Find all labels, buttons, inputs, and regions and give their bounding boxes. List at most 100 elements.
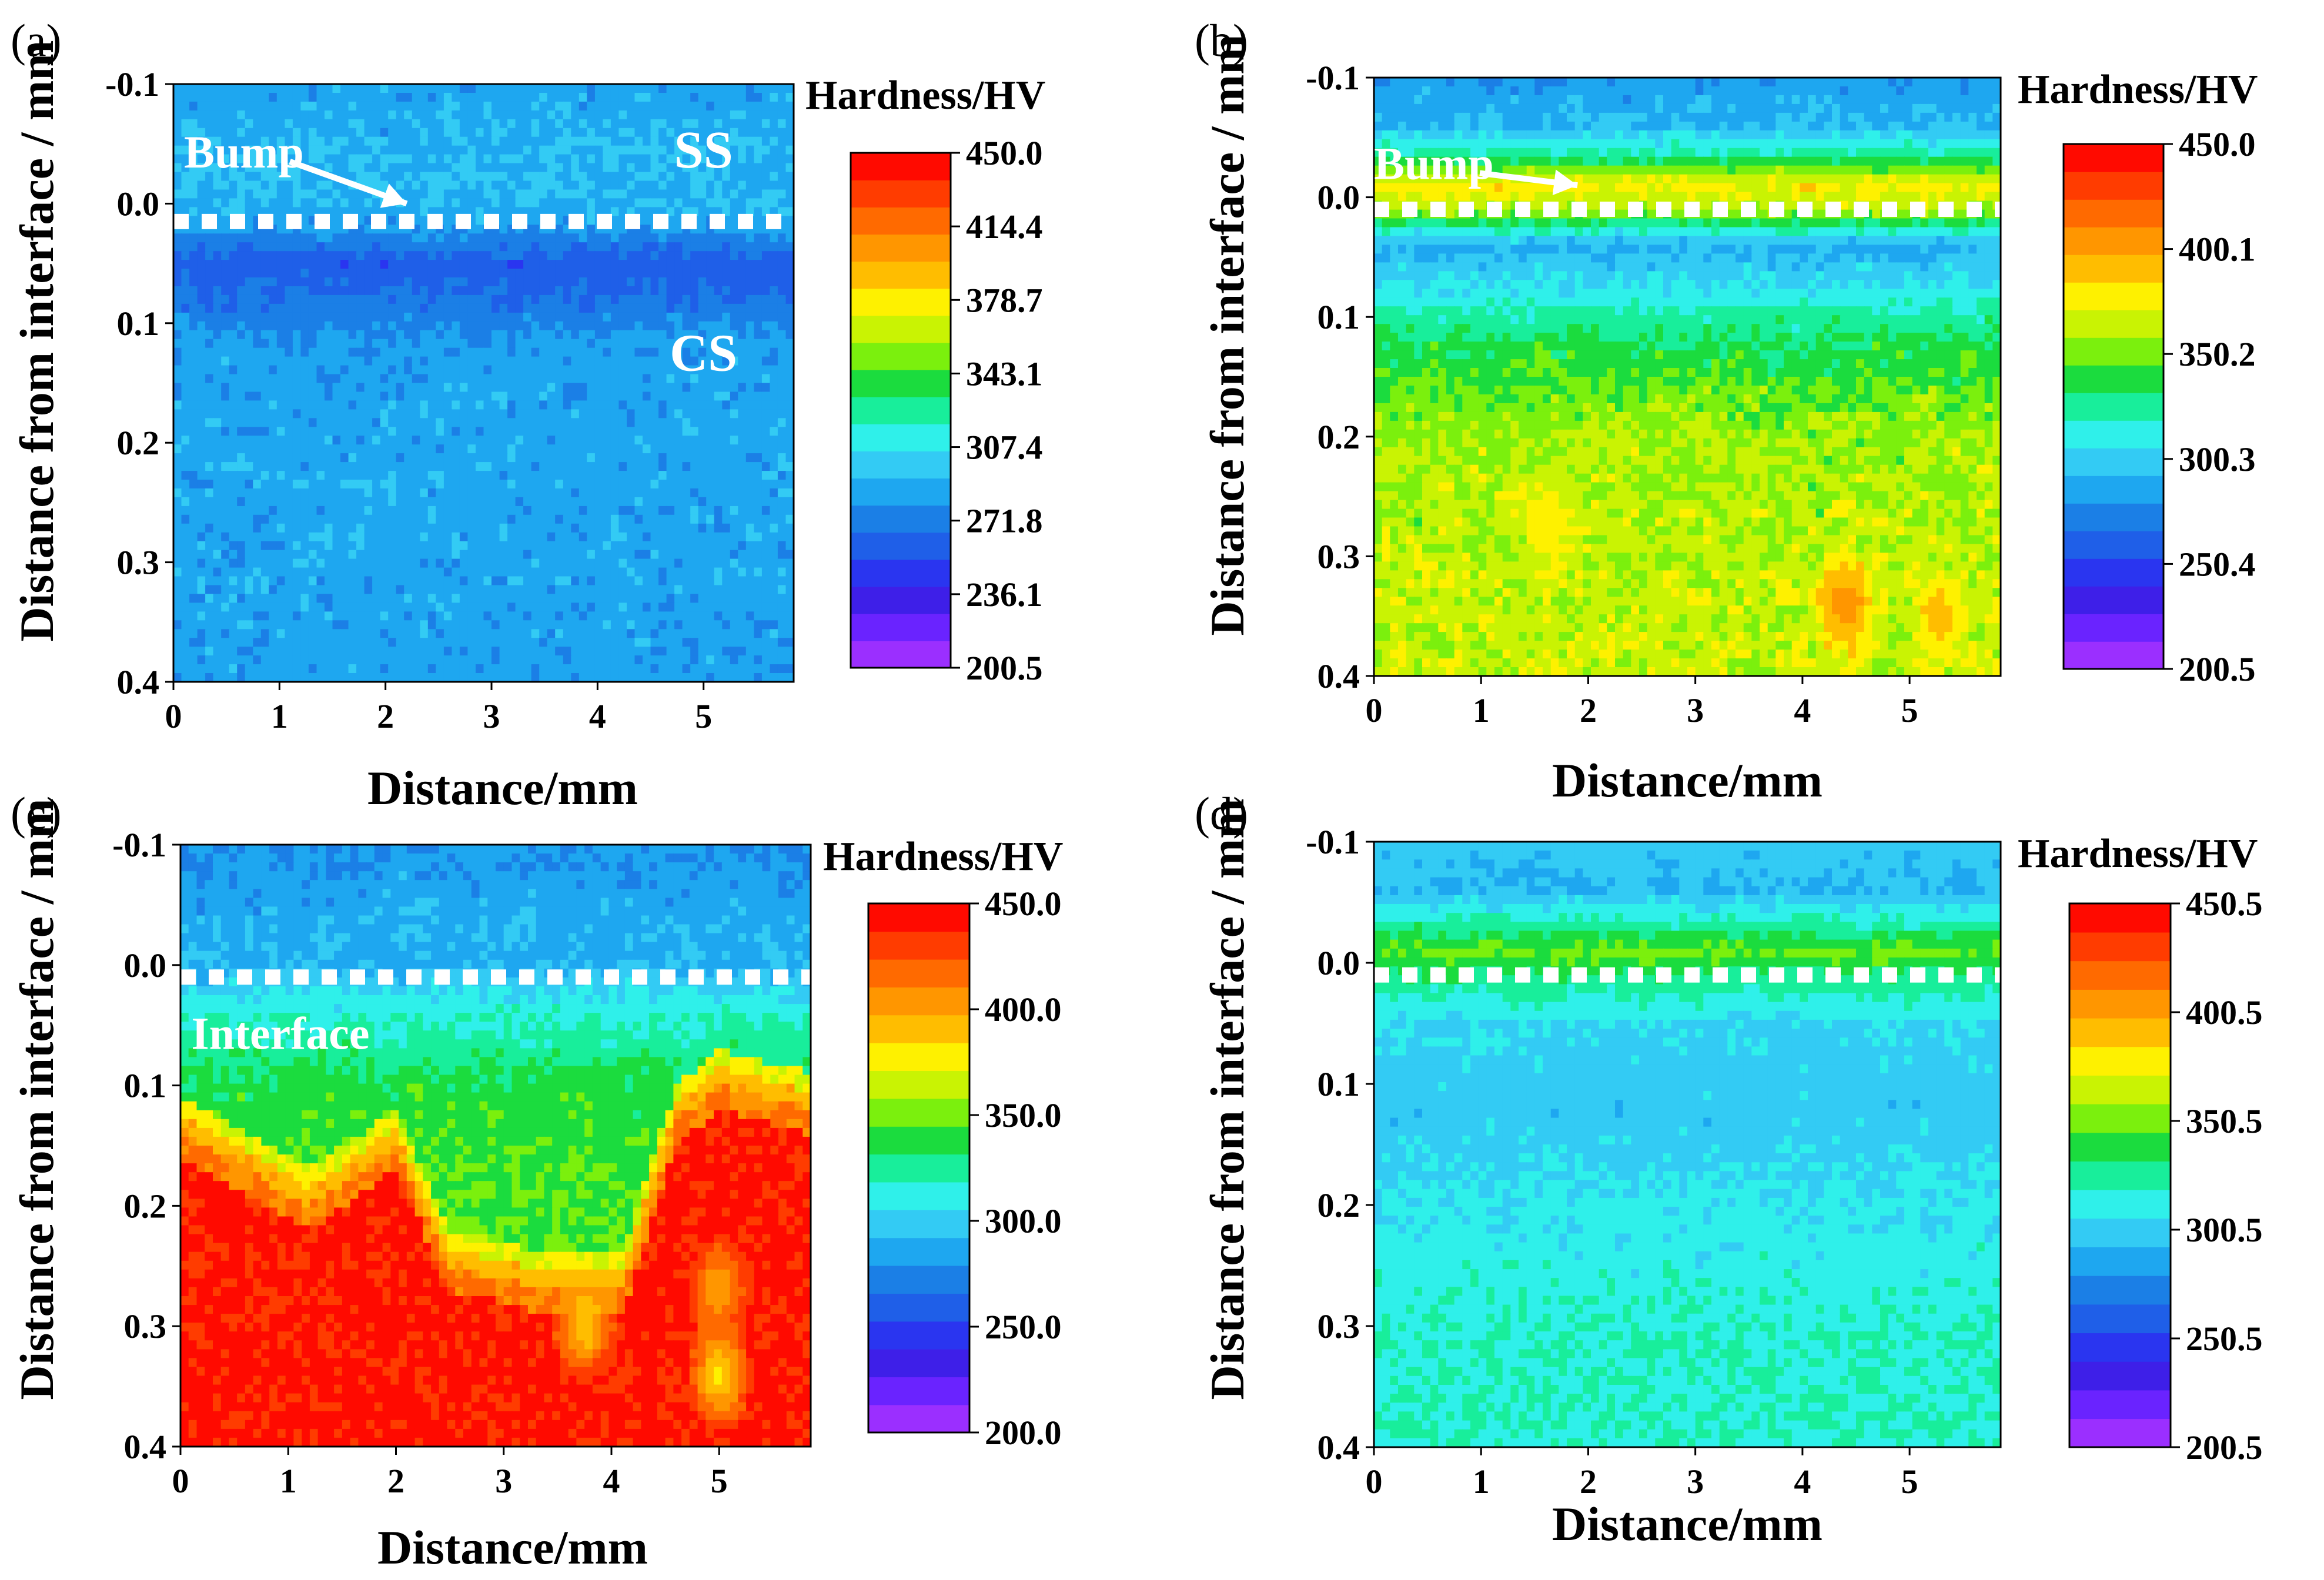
- contour-cell: [229, 383, 238, 393]
- contour-cell: [189, 312, 198, 322]
- contour-cell: [452, 602, 460, 612]
- contour-cell: [253, 321, 262, 331]
- contour-cell: [348, 523, 357, 533]
- contour-cell: [627, 602, 636, 612]
- contour-cell: [666, 128, 675, 138]
- contour-cell: [340, 532, 349, 542]
- contour-cell: [571, 119, 580, 129]
- contour-cell: [443, 260, 453, 269]
- contour-cell: [690, 172, 699, 182]
- contour-cell: [587, 400, 596, 410]
- contour-cell: [476, 189, 484, 199]
- contour-cell: [237, 365, 246, 375]
- contour-cell: [452, 480, 460, 489]
- contour-cell: [372, 294, 381, 304]
- contour-cell: [698, 225, 707, 235]
- contour-cell: [618, 136, 627, 146]
- contour-cell: [579, 541, 588, 551]
- contour-cell: [476, 453, 484, 463]
- contour-cell: [785, 216, 794, 226]
- contour-cell: [476, 93, 484, 102]
- contour-cell: [507, 312, 516, 322]
- contour-cell: [682, 233, 691, 243]
- contour-cell: [754, 260, 763, 269]
- contour-cell: [427, 119, 437, 129]
- contour-cell: [356, 294, 365, 304]
- contour-cell: [173, 93, 182, 102]
- contour-cell: [348, 154, 357, 164]
- contour-cell: [276, 251, 286, 260]
- contour-cell: [245, 110, 253, 120]
- contour-cell: [205, 303, 214, 313]
- contour-cell: [325, 602, 333, 612]
- contour-cell: [332, 260, 341, 269]
- contour-cell: [634, 391, 643, 401]
- contour-cell: [189, 154, 198, 164]
- contour-cell: [658, 638, 667, 647]
- contour-cell: [388, 418, 397, 428]
- contour-cell: [300, 198, 309, 208]
- contour-cell: [316, 294, 325, 304]
- contour-cell: [459, 110, 469, 120]
- contour-cell: [260, 602, 270, 612]
- contour-cell: [173, 119, 182, 129]
- contour-cell: [427, 558, 437, 568]
- contour-cell: [476, 480, 484, 489]
- contour-cell: [627, 514, 636, 524]
- contour-cell: [372, 172, 381, 182]
- contour-cell: [610, 101, 620, 111]
- contour-cell: [197, 558, 206, 568]
- contour-cell: [285, 277, 293, 287]
- contour-cell: [587, 128, 596, 138]
- contour-cell: [571, 286, 580, 296]
- contour-cell: [245, 383, 253, 393]
- contour-cell: [237, 629, 246, 639]
- contour-cell: [666, 84, 675, 93]
- contour-cell: [738, 330, 747, 340]
- contour-cell: [698, 136, 707, 146]
- contour-cell: [571, 391, 580, 401]
- contour-cell: [706, 136, 715, 146]
- contour-cell: [427, 462, 437, 471]
- contour-cell: [276, 286, 286, 296]
- contour-cell: [523, 488, 532, 498]
- contour-cell: [745, 576, 755, 586]
- contour-cell: [770, 154, 778, 164]
- contour-cell: [730, 321, 739, 331]
- contour-cell: [189, 418, 198, 428]
- contour-cell: [674, 418, 683, 428]
- contour-cell: [730, 558, 739, 568]
- contour-cell: [213, 409, 222, 419]
- contour-cell: [213, 400, 222, 410]
- contour-cell: [388, 550, 397, 560]
- contour-cell: [308, 567, 317, 577]
- contour-cell: [173, 84, 182, 93]
- contour-cell: [539, 119, 548, 129]
- contour-cell: [276, 550, 286, 560]
- contour-cell: [420, 269, 429, 278]
- contour-cell: [555, 620, 564, 630]
- contour-cell: [205, 356, 214, 366]
- contour-cell: [491, 400, 500, 410]
- contour-cell: [396, 128, 404, 138]
- contour-cell: [260, 145, 270, 155]
- contour-cell: [237, 321, 246, 331]
- contour-cell: [237, 567, 246, 577]
- contour-cell: [285, 594, 293, 604]
- contour-cell: [436, 488, 444, 498]
- contour-cell: [610, 180, 620, 190]
- contour-cell: [300, 374, 309, 384]
- contour-cell: [348, 242, 357, 252]
- contour-cell: [348, 585, 357, 595]
- contour-cell: [253, 541, 262, 551]
- contour-cell: [245, 128, 253, 138]
- contour-cell: [738, 189, 747, 199]
- contour-cell: [292, 251, 302, 260]
- contour-cell: [205, 629, 214, 639]
- contour-cell: [650, 312, 659, 322]
- contour-cell: [356, 409, 365, 419]
- contour-cell: [436, 136, 444, 146]
- contour-cell: [690, 242, 699, 252]
- contour-cell: [459, 172, 469, 182]
- contour-cell: [531, 180, 540, 190]
